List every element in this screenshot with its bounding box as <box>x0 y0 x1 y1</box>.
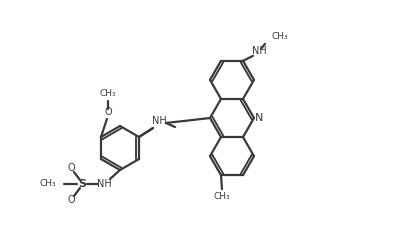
Text: NH: NH <box>97 179 111 189</box>
Text: O: O <box>104 107 112 117</box>
Text: NH: NH <box>251 46 266 56</box>
Text: CH₃: CH₃ <box>99 90 116 98</box>
Text: CH₃: CH₃ <box>39 180 56 188</box>
Text: O: O <box>67 163 75 173</box>
Text: NH: NH <box>152 116 166 126</box>
Text: CH₃: CH₃ <box>214 192 230 201</box>
Text: S: S <box>78 179 86 189</box>
Text: CH₃: CH₃ <box>271 32 288 41</box>
Text: O: O <box>67 195 75 205</box>
Text: N: N <box>255 113 263 123</box>
